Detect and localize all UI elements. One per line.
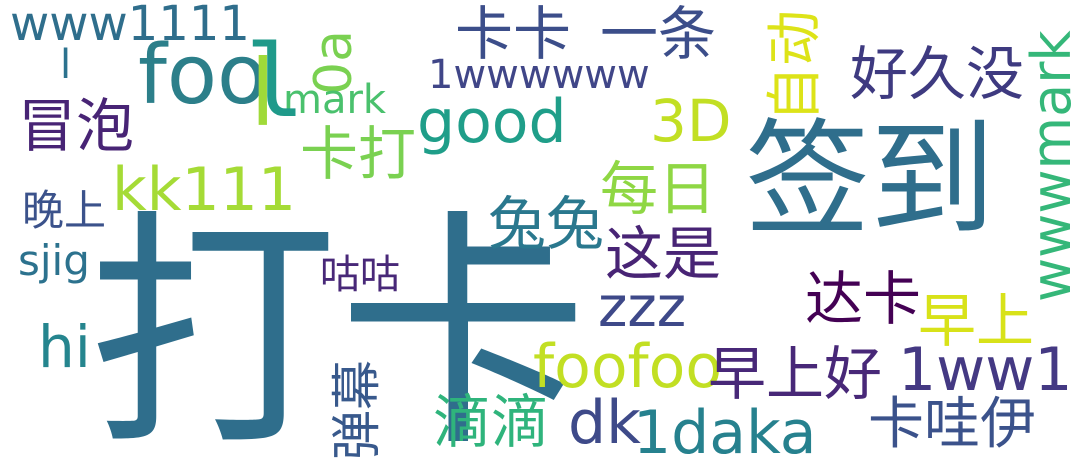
word-zaoshang: 早上 xyxy=(918,287,1035,355)
word-tutu: 兔兔 xyxy=(488,190,605,258)
word-wwwmark: wwwmark xyxy=(1020,30,1080,302)
word-daka: 打卡 xyxy=(88,189,588,463)
word-l-3: l xyxy=(60,42,72,88)
word-wanshang: 晚上 xyxy=(22,186,107,235)
word-mark: mark xyxy=(283,77,387,123)
word-maopao: 冒泡 xyxy=(18,92,135,160)
word-danmu: 弹幕 xyxy=(328,360,386,460)
word-meiri: 每日 xyxy=(600,155,717,223)
word-dk: dk xyxy=(568,388,641,458)
word-kaka: 卡卡 xyxy=(455,0,572,68)
word-daka-2: 达卡 xyxy=(805,265,922,333)
word-l-1: l xyxy=(245,23,306,140)
word-hi: hi xyxy=(38,313,91,381)
word-zaoshanghao: 早上好 xyxy=(708,340,883,408)
word-www1111: www1111 xyxy=(10,0,250,52)
word-haojiumei: 好久没 xyxy=(850,40,1025,108)
word-1daka: 1daka xyxy=(633,398,817,463)
word-kada: 卡打 xyxy=(300,120,417,188)
word-l-2: l xyxy=(250,40,276,147)
word-zzz: zzz xyxy=(598,275,687,340)
word-yitiao: 一条 xyxy=(600,0,717,68)
word-foofoo: foofoo xyxy=(533,332,723,402)
word-zheshi: 这是 xyxy=(605,220,722,288)
word-zidong: 自动 xyxy=(763,10,828,122)
word-didi: 滴滴 xyxy=(433,388,550,456)
word-foo: foo xyxy=(138,28,268,123)
word-good: good xyxy=(417,87,567,157)
word-gugu: 咕咕 xyxy=(320,252,400,298)
word-1wwwwww: 1wwwwww xyxy=(428,52,650,98)
word-3d: 3D xyxy=(650,87,732,155)
word-kk111: kk111 xyxy=(112,155,297,225)
word-1ww1: 1ww1 xyxy=(898,335,1073,405)
word-kawayi: 卡哇伊 xyxy=(868,392,1036,457)
word-sjig: sjig xyxy=(18,236,90,285)
word-qiandao: 签到 xyxy=(745,108,995,253)
